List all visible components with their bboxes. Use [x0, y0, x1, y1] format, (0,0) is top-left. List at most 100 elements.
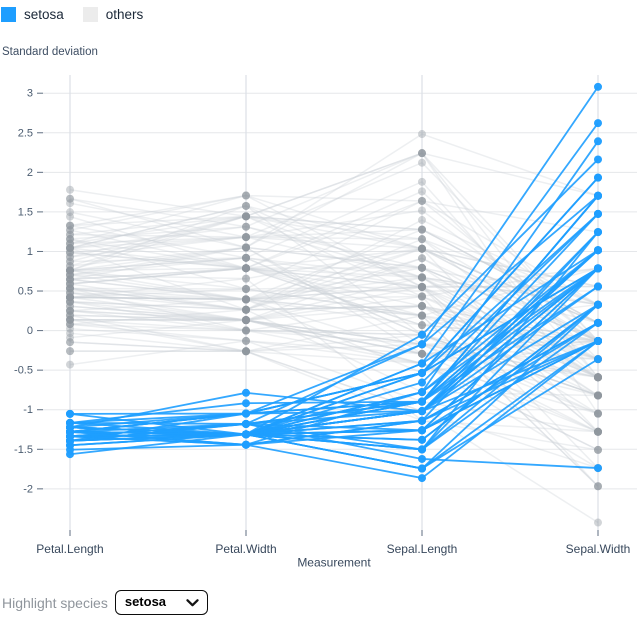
data-point: [66, 275, 74, 284]
data-point: [242, 253, 250, 262]
data-point: [594, 409, 602, 418]
data-line: [69, 231, 599, 446]
data-point: [242, 316, 250, 325]
data-point: [66, 275, 74, 284]
data-point: [242, 233, 250, 242]
data-point: [66, 338, 74, 347]
data-line: [69, 247, 599, 324]
data-point: [66, 279, 74, 288]
data-point: [242, 347, 250, 356]
data-point: [242, 233, 250, 242]
data-point: [594, 482, 602, 491]
data-line: [69, 340, 599, 480]
data-point: [242, 253, 250, 262]
data-line: [69, 205, 599, 379]
data-point: [242, 326, 250, 335]
data-point: [66, 338, 74, 347]
data-point: [242, 264, 250, 273]
data-point: [594, 373, 602, 382]
data-line: [69, 269, 599, 378]
data-point: [418, 311, 426, 320]
data-point: [594, 445, 602, 454]
data-point: [242, 212, 250, 221]
data-line: [69, 225, 599, 342]
data-point: [242, 212, 250, 221]
data-point: [66, 293, 74, 302]
data-point: [66, 194, 74, 203]
data-line: [69, 323, 599, 397]
data-line: [69, 287, 599, 360]
data-point: [418, 292, 426, 301]
data-line: [69, 267, 599, 342]
data-point: [66, 306, 74, 315]
data-point: [594, 427, 602, 436]
data-point: [242, 326, 250, 335]
data-point: [66, 244, 74, 253]
data-point: [418, 349, 426, 358]
data-point: [242, 316, 250, 325]
data-point: [242, 305, 250, 314]
data-point: [66, 239, 74, 248]
data-point: [66, 270, 74, 279]
data-point: [418, 235, 426, 244]
data-point: [66, 270, 74, 279]
data-line: [69, 314, 599, 487]
data-point: [66, 248, 74, 257]
data-point: [66, 266, 74, 275]
data-point: [242, 316, 250, 325]
data-point: [418, 321, 426, 330]
data-point: [66, 208, 74, 217]
data-point: [242, 274, 250, 283]
data-point: [418, 244, 426, 253]
data-point: [66, 230, 74, 239]
data-point: [66, 244, 74, 253]
data-point: [66, 320, 74, 329]
x-axis-title: Measurement: [297, 556, 371, 570]
data-point: [242, 316, 250, 325]
data-point: [242, 253, 250, 262]
data-point: [242, 295, 250, 304]
data-line: [69, 350, 599, 451]
data-point: [594, 300, 602, 309]
data-point: [242, 233, 250, 242]
data-point: [594, 228, 602, 237]
data-point: [66, 226, 74, 235]
data-point: [66, 293, 74, 302]
data-point: [594, 464, 602, 473]
data-point: [242, 316, 250, 325]
data-line: [69, 267, 599, 342]
data-point: [66, 293, 74, 302]
x-tick-label: Petal.Length: [36, 542, 103, 556]
data-line: [69, 332, 599, 451]
data-point: [242, 285, 250, 293]
data-point: [418, 282, 426, 291]
data-point: [418, 273, 426, 282]
data-line: [69, 308, 599, 397]
data-point: [418, 321, 426, 330]
data-point: [242, 212, 250, 221]
data-line: [69, 213, 599, 436]
data-point: [66, 320, 74, 329]
highlight-species-select[interactable]: setosa: [114, 590, 208, 615]
data-point: [418, 292, 426, 301]
data-point: [418, 244, 426, 253]
data-point: [66, 257, 74, 266]
data-point: [66, 315, 74, 324]
data-point: [418, 302, 426, 311]
data-point: [66, 315, 74, 324]
data-point: [242, 326, 250, 335]
data-point: [418, 244, 426, 253]
y-tick-label: 2: [27, 167, 33, 179]
data-point: [242, 212, 250, 221]
data-line: [69, 133, 599, 249]
data-point: [66, 311, 74, 320]
data-point: [242, 305, 250, 314]
data-line: [69, 296, 599, 355]
data-point: [242, 316, 250, 325]
y-tick-label: 1: [27, 246, 33, 258]
data-point: [66, 266, 74, 275]
data-line: [69, 318, 599, 415]
data-point: [242, 295, 250, 304]
data-point: [242, 191, 250, 200]
